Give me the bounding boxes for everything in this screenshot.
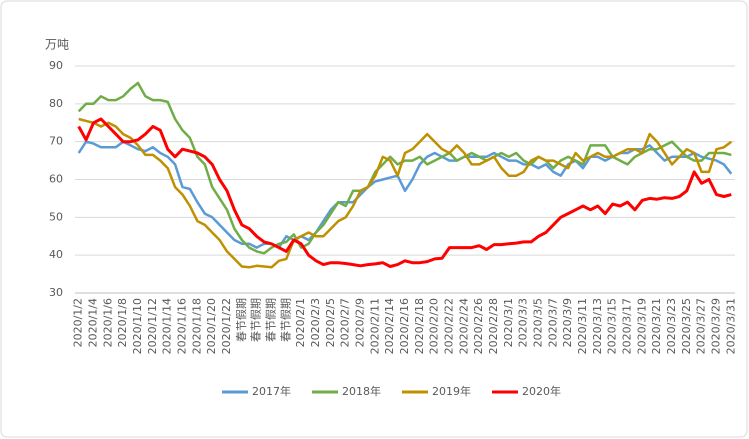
- x-tick-label: 2020/3/13: [591, 298, 604, 354]
- x-tick-label: 2020/2/11: [368, 298, 381, 354]
- x-tick-label: 2020/1/14: [161, 298, 174, 354]
- y-tick-label: 60: [49, 173, 63, 186]
- y-tick-label: 30: [49, 286, 63, 299]
- x-tick-label: 2020/2/9: [354, 298, 367, 347]
- x-tick-label: 2020/2/7: [339, 298, 352, 347]
- x-tick-label: 2020/1/12: [146, 298, 159, 354]
- x-tick-label: 2020/3/1: [502, 298, 515, 347]
- x-tick-label: 2020/3/5: [531, 298, 544, 347]
- x-tick-label: 2020/2/3: [309, 298, 322, 347]
- y-tick-label: 80: [49, 97, 63, 110]
- series-line: [78, 117, 733, 269]
- x-tick-label: 2020/3/29: [709, 298, 722, 354]
- x-tick-label: 2020/1/6: [101, 298, 114, 347]
- x-tick-label: 2020/2/5: [324, 298, 337, 347]
- x-tick-label: 2020/3/21: [650, 298, 663, 354]
- series-line: [77, 117, 732, 268]
- x-tick-label: 2020/2/20: [428, 298, 441, 354]
- x-tick-label: 2020/1/22: [220, 298, 233, 354]
- x-tick-label: 2020/3/25: [680, 298, 693, 354]
- x-tick-label: 春节假期: [264, 298, 278, 342]
- x-tick-label: 2020/2/16: [398, 298, 411, 354]
- x-tick-label: 2020/1/2: [72, 298, 85, 347]
- x-tick-label: 2020/2/14: [383, 298, 396, 354]
- x-tick-label: 2020/1/8: [116, 298, 129, 347]
- x-tick-label: 2020/3/3: [517, 298, 530, 347]
- x-tick-label: 2020/1/18: [190, 298, 203, 354]
- x-tick-label: 2020/3/15: [606, 298, 619, 354]
- legend-label: 2020年: [522, 384, 561, 398]
- x-tick-label: 2020/1/20: [205, 298, 218, 354]
- x-tick-label: 春节假期: [278, 298, 292, 342]
- x-tick-label: 2020/3/17: [620, 298, 633, 354]
- x-tick-label: 2020/3/7: [546, 298, 559, 347]
- x-tick-label: 2020/3/9: [561, 298, 574, 347]
- y-tick-label: 90: [49, 59, 63, 72]
- legend-label: 2018年: [342, 384, 381, 398]
- x-tick-label: 春节假期: [249, 298, 263, 342]
- x-tick-label: 2020/1/10: [131, 298, 144, 354]
- legend-label: 2019年: [432, 384, 471, 398]
- x-tick-label: 2020/2/28: [487, 298, 500, 354]
- x-tick-label: 春节假期: [234, 298, 248, 342]
- x-tick-label: 2020/2/18: [413, 298, 426, 354]
- x-tick-label: 2020/2/26: [472, 298, 485, 354]
- x-tick-label: 2020/3/19: [635, 298, 648, 354]
- legend-label: 2017年: [252, 384, 291, 398]
- x-tick-label: 2020/2/1: [294, 298, 307, 347]
- y-tick-label: 70: [49, 135, 63, 148]
- x-tick-label: 2020/3/11: [576, 298, 589, 354]
- x-tick-label: 2020/2/24: [457, 298, 470, 354]
- series-line: [77, 81, 732, 255]
- y-tick-label: 40: [49, 248, 63, 261]
- x-tick-label: 2020/1/16: [176, 298, 189, 354]
- y-tick-label: 50: [49, 210, 63, 223]
- x-tick-label: 2020/1/4: [87, 298, 100, 347]
- x-tick-label: 2020/3/27: [695, 298, 708, 354]
- x-tick-label: 2020/3/31: [724, 298, 737, 354]
- x-tick-label: 2020/3/23: [665, 298, 678, 354]
- x-tick-label: 2020/2/22: [442, 298, 455, 354]
- y-axis-label: 万吨: [45, 38, 69, 52]
